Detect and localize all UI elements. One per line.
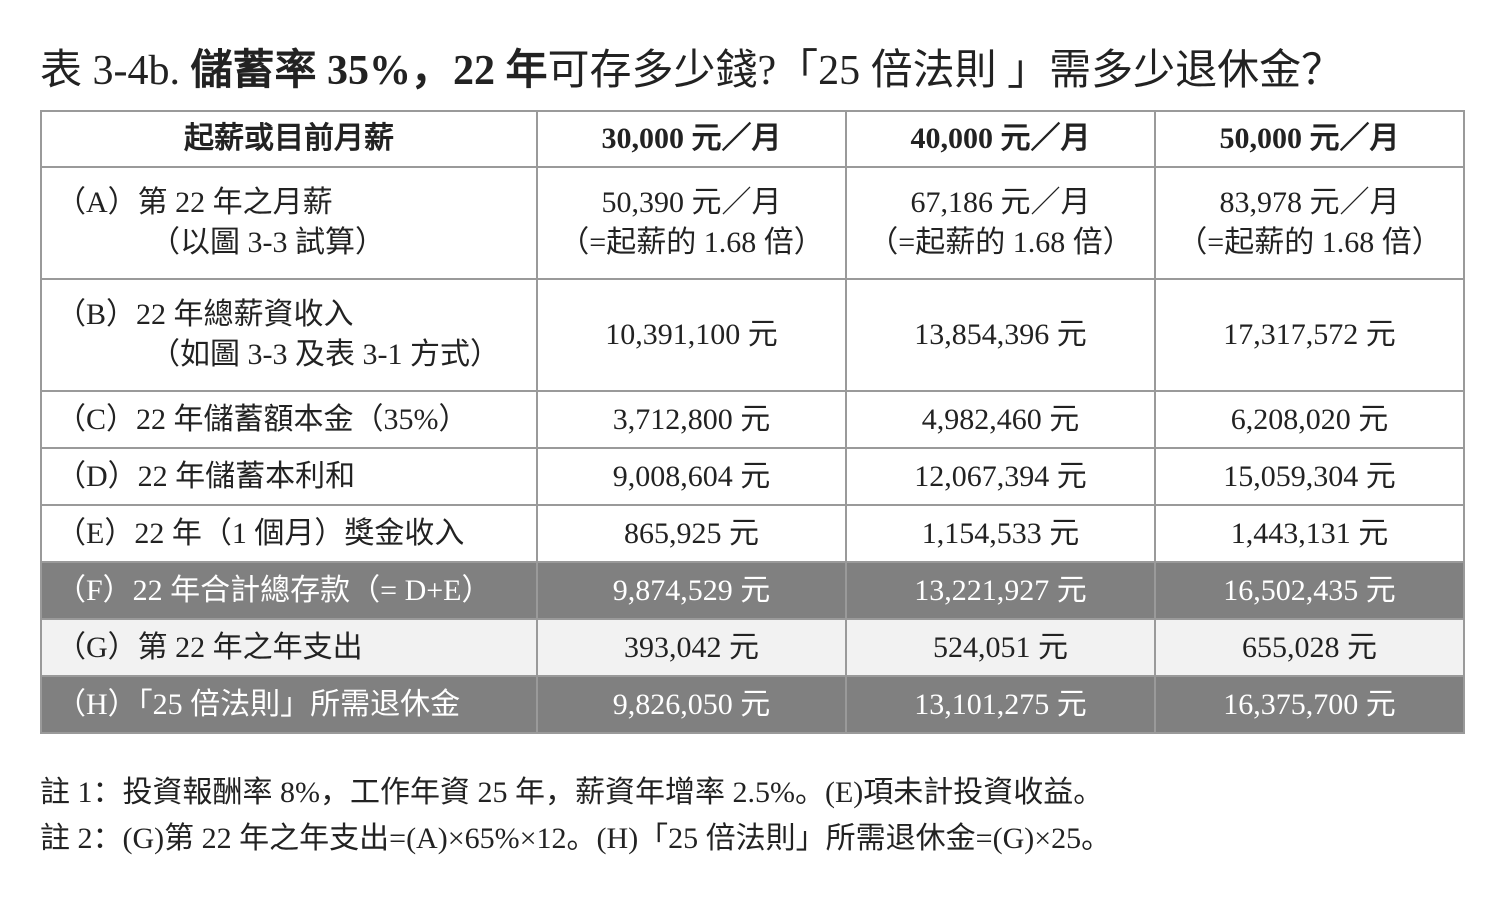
table-row: （E）22 年（1 個月）獎金收入 865,925 元 1,154,533 元 1,4…	[40, 504, 1465, 563]
cell-line: 1,154,533 元	[921, 516, 1080, 550]
cell-line: 83,978 元／月	[1219, 186, 1400, 219]
label-line: （B）22 年總薪資收入	[56, 298, 354, 331]
label-line: （E）22 年（1 個月）獎金收入	[56, 516, 465, 550]
note: 註 1：投資報酬率 8%，工作年資 25 年，薪資年增率 2.5%。(E)項未計…	[40, 776, 1104, 809]
header-cell: 40,000 元／月	[845, 110, 1156, 168]
label-line: （C）22 年儲蓄額本金（35%）	[56, 402, 469, 436]
header-cell: 50,000 元／月	[1154, 110, 1465, 168]
title: 表 3-4b. 儲蓄率 35%，22 年可存多少錢?「25 倍法則 」需多少退休…	[40, 36, 1343, 97]
cell-line: 17,317,572 元	[1223, 318, 1396, 351]
cell: 16,502,435 元	[1154, 561, 1465, 620]
table: 起薪或目前月薪 30,000 元／月 40,000 元／月 50,000 元／月 （A）…	[40, 110, 1465, 734]
label-line: （F）22 年合計總存款（= D+E）	[56, 573, 492, 607]
cell-line: 4,982,460 元	[921, 402, 1080, 436]
cell: 655,028 元	[1154, 618, 1465, 677]
cell-line: 67,186 元／月	[910, 186, 1091, 219]
cell: 13,221,927 元	[845, 561, 1156, 620]
cell-line: 655,028 元	[1242, 630, 1377, 664]
table-row: （A）第 22 年之月薪 （以圖 3-3 試算） 50,390 元／月 （=起薪的 1…	[40, 166, 1465, 280]
cell: 13,854,396 元	[845, 278, 1156, 392]
cell: 50,390 元／月 （=起薪的 1.68 倍）	[536, 166, 847, 280]
header-cell: 30,000 元／月	[536, 110, 847, 168]
label-line: （H）「25 倍法則」所需退休金	[56, 687, 461, 721]
cell-line: 6,208,020 元	[1230, 402, 1389, 436]
header-row: 起薪或目前月薪 30,000 元／月 40,000 元／月 50,000 元／月	[40, 110, 1465, 168]
cell: 13,101,275 元	[845, 675, 1156, 734]
cell: 9,826,050 元	[536, 675, 847, 734]
cell: 17,317,572 元	[1154, 278, 1465, 392]
row-label: （G）第 22 年之年支出	[40, 618, 538, 677]
table-row: （F）22 年合計總存款（= D+E） 9,874,529 元 13,221,927…	[40, 561, 1465, 620]
cell: 1,443,131 元	[1154, 504, 1465, 563]
row-label: （D）22 年儲蓄本利和	[40, 447, 538, 506]
cell-line: （=起薪的 1.68 倍）	[868, 226, 1133, 259]
cell-line: 16,375,700 元	[1223, 687, 1396, 721]
row-label: （H）「25 倍法則」所需退休金	[40, 675, 538, 734]
cell: 1,154,533 元	[845, 504, 1156, 563]
cell: 10,391,100 元	[536, 278, 847, 392]
row-label: （A）第 22 年之月薪 （以圖 3-3 試算）	[40, 166, 538, 280]
title-part: 可存多少錢?「25 倍法則 」需多少退休金？	[547, 48, 1344, 94]
cell-line: （=起薪的 1.68 倍）	[1177, 226, 1442, 259]
table-row: （C）22 年儲蓄額本金（35%） 3,712,800 元 4,982,460 元 6…	[40, 390, 1465, 449]
cell: 12,067,394 元	[845, 447, 1156, 506]
title-part: 表 3-4b.	[40, 48, 191, 94]
cell: 524,051 元	[845, 618, 1156, 677]
cell-line: （=起薪的 1.68 倍）	[559, 226, 824, 259]
cell-line: 865,925 元	[624, 516, 759, 550]
title-part: 儲蓄率 35%，22 年	[190, 48, 548, 94]
notes: 註 1：投資報酬率 8%，工作年資 25 年，薪資年增率 2.5%。(E)項未計…	[40, 770, 1111, 862]
cell-line: 13,854,396 元	[914, 318, 1087, 351]
row-label: （C）22 年儲蓄額本金（35%）	[40, 390, 538, 449]
cell-line: 50,390 元／月	[601, 186, 782, 219]
row-label: （F）22 年合計總存款（= D+E）	[40, 561, 538, 620]
cell-line: 12,067,394 元	[914, 459, 1087, 493]
row-label: （B）22 年總薪資收入 （如圖 3-3 及表 3-1 方式）	[40, 278, 538, 392]
header-cell: 起薪或目前月薪	[40, 110, 538, 168]
cell-line: 13,221,927 元	[914, 573, 1087, 607]
cell: 83,978 元／月 （=起薪的 1.68 倍）	[1154, 166, 1465, 280]
cell-line: 10,391,100 元	[605, 318, 778, 351]
table-row: （G）第 22 年之年支出 393,042 元 524,051 元 655,028 元	[40, 618, 1465, 677]
label-line: （以圖 3-3 試算）	[150, 226, 385, 259]
cell-line: 15,059,304 元	[1223, 459, 1396, 493]
cell-line: 9,008,604 元	[612, 459, 771, 493]
cell-line: 393,042 元	[624, 630, 759, 664]
label-line: （A）第 22 年之月薪	[56, 186, 333, 219]
cell: 393,042 元	[536, 618, 847, 677]
cell: 9,874,529 元	[536, 561, 847, 620]
cell-line: 13,101,275 元	[914, 687, 1087, 721]
table-row: （B）22 年總薪資收入 （如圖 3-3 及表 3-1 方式） 10,391,100…	[40, 278, 1465, 392]
cell-line: 9,874,529 元	[612, 573, 771, 607]
cell: 4,982,460 元	[845, 390, 1156, 449]
cell: 67,186 元／月 （=起薪的 1.68 倍）	[845, 166, 1156, 280]
cell: 6,208,020 元	[1154, 390, 1465, 449]
cell: 15,059,304 元	[1154, 447, 1465, 506]
cell-line: 16,502,435 元	[1223, 573, 1396, 607]
table-row: （D）22 年儲蓄本利和 9,008,604 元 12,067,394 元 15,05…	[40, 447, 1465, 506]
cell-line: 524,051 元	[933, 630, 1068, 664]
label-line: （如圖 3-3 及表 3-1 方式）	[150, 338, 500, 371]
cell-line: 1,443,131 元	[1230, 516, 1389, 550]
cell: 3,712,800 元	[536, 390, 847, 449]
note: 註 2：(G)第 22 年之年支出=(A)×65%×12。(H)「25 倍法則」…	[40, 822, 1112, 855]
row-label: （E）22 年（1 個月）獎金收入	[40, 504, 538, 563]
cell-line: 3,712,800 元	[612, 402, 771, 436]
label-line: （D）22 年儲蓄本利和	[56, 459, 356, 493]
cell-line: 9,826,050 元	[612, 687, 771, 721]
cell: 9,008,604 元	[536, 447, 847, 506]
cell: 865,925 元	[536, 504, 847, 563]
label-line: （G）第 22 年之年支出	[56, 630, 363, 664]
table-row: （H）「25 倍法則」所需退休金 9,826,050 元 13,101,275 元 1…	[40, 675, 1465, 734]
cell: 16,375,700 元	[1154, 675, 1465, 734]
